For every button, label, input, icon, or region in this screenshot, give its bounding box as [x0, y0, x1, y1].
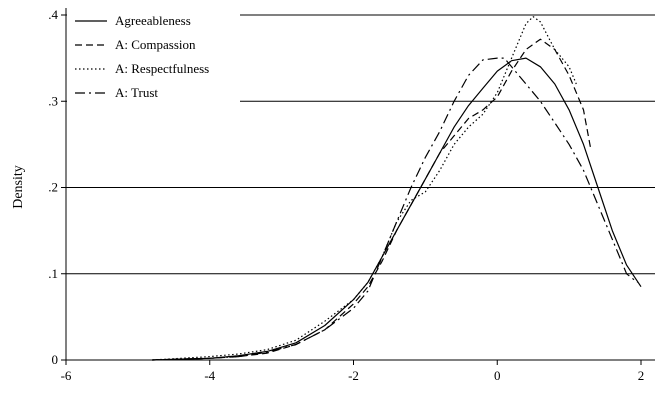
- y-tick-label-1: .1: [48, 266, 58, 281]
- series-lines: [152, 16, 642, 361]
- x-ticks: -6 -4 -2 0 2: [61, 360, 645, 383]
- x-tick-label-4: 2: [638, 368, 645, 383]
- y-tick-label-2: .2: [48, 180, 58, 195]
- y-tick-label-4: .4: [48, 7, 58, 22]
- legend-label-2: A: Respectfulness: [115, 61, 209, 76]
- y-ticks: 0 .1 .2 .3 .4: [48, 7, 66, 367]
- y-tick-label-3: .3: [48, 93, 58, 108]
- x-tick-label-1: -4: [204, 368, 215, 383]
- legend-label-3: A: Trust: [115, 85, 158, 100]
- series-line-0: [152, 57, 642, 361]
- x-tick-label-3: 0: [494, 368, 501, 383]
- legend: Agreeableness A: Compassion A: Respectfuln…: [67, 6, 240, 106]
- legend-label-0: Agreeableness: [115, 13, 191, 28]
- y-axis-label: Density: [11, 165, 26, 209]
- y-tick-label-0: 0: [52, 352, 59, 367]
- series-line-2: [152, 16, 577, 361]
- series-line-1: [152, 38, 592, 361]
- x-tick-label-0: -6: [61, 368, 72, 383]
- legend-box: [67, 6, 240, 106]
- legend-label-1: A: Compassion: [115, 37, 196, 52]
- x-tick-label-2: -2: [348, 368, 359, 383]
- series-line-3: [152, 57, 638, 361]
